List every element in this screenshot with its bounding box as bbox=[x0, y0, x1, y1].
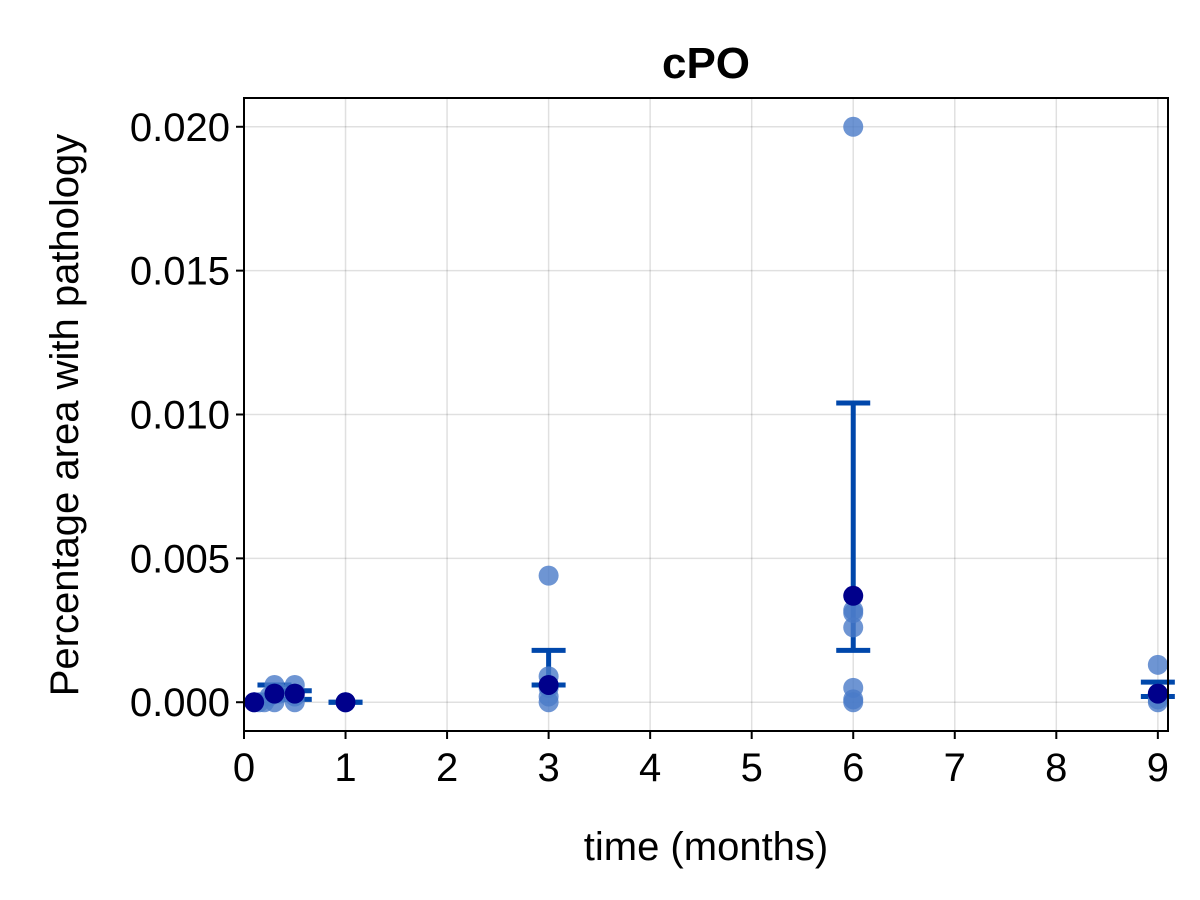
mean-point bbox=[264, 683, 285, 704]
y-axis-ticks: 0.000 0.005 0.010 0.015 0.020 bbox=[130, 106, 244, 725]
x-tick-label: 2 bbox=[436, 746, 458, 790]
x-tick-label: 3 bbox=[537, 746, 559, 790]
data-point bbox=[843, 617, 864, 638]
data-point bbox=[843, 603, 864, 624]
mean-point bbox=[335, 692, 356, 713]
y-tick-label: 0.000 bbox=[130, 681, 230, 725]
data-point bbox=[843, 116, 864, 137]
x-tick-label: 8 bbox=[1045, 746, 1067, 790]
x-tick-label: 9 bbox=[1147, 746, 1169, 790]
error-bars bbox=[257, 400, 1175, 705]
x-tick-label: 0 bbox=[233, 746, 255, 790]
y-tick-label: 0.005 bbox=[130, 537, 230, 581]
x-tick-label: 4 bbox=[639, 746, 661, 790]
mean-point bbox=[1147, 683, 1168, 704]
x-tick-label: 7 bbox=[944, 746, 966, 790]
x-axis-title: time (months) bbox=[584, 825, 829, 869]
x-tick-label: 1 bbox=[334, 746, 356, 790]
data-point bbox=[538, 692, 559, 713]
mean-point bbox=[843, 585, 864, 606]
data-point bbox=[1147, 654, 1168, 675]
x-tick-label: 5 bbox=[741, 746, 763, 790]
mean-point bbox=[244, 692, 265, 713]
mean-points bbox=[244, 585, 1168, 713]
mean-point bbox=[538, 674, 559, 695]
mean-point bbox=[284, 683, 305, 704]
x-axis-ticks: 0 1 2 3 4 5 6 7 8 9 bbox=[233, 731, 1169, 790]
data-point bbox=[843, 692, 864, 713]
y-tick-label: 0.020 bbox=[130, 106, 230, 150]
y-tick-label: 0.010 bbox=[130, 394, 230, 438]
chart-title: cPO bbox=[662, 39, 750, 88]
grid-lines bbox=[243, 98, 1168, 731]
y-axis-title: Percentage area with pathology bbox=[43, 134, 87, 697]
data-point bbox=[538, 565, 559, 586]
x-tick-label: 6 bbox=[842, 746, 864, 790]
y-tick-label: 0.015 bbox=[130, 250, 230, 294]
